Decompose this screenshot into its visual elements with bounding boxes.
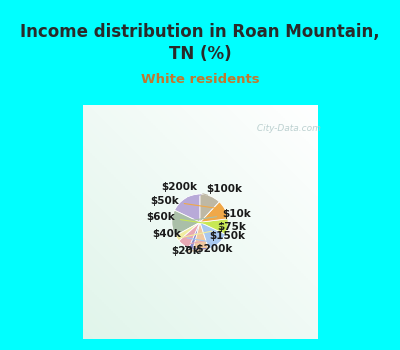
Wedge shape	[200, 202, 228, 222]
Wedge shape	[200, 194, 219, 222]
Wedge shape	[179, 222, 200, 248]
Text: City-Data.com: City-Data.com	[254, 124, 321, 133]
Wedge shape	[200, 219, 228, 234]
Text: $10k: $10k	[175, 209, 251, 223]
Wedge shape	[193, 222, 209, 250]
Wedge shape	[172, 210, 200, 236]
Text: $100k: $100k	[188, 184, 242, 198]
Text: $150k: $150k	[186, 231, 245, 244]
Text: $60k: $60k	[146, 212, 225, 226]
Wedge shape	[200, 222, 226, 249]
Wedge shape	[189, 222, 200, 250]
Text: $20k: $20k	[172, 246, 200, 256]
Text: Income distribution in Roan Mountain,
TN (%): Income distribution in Roan Mountain, TN…	[20, 23, 380, 63]
Wedge shape	[174, 194, 200, 222]
Text: White residents: White residents	[141, 73, 259, 86]
Text: > $200k: > $200k	[184, 244, 233, 253]
Text: $50k: $50k	[150, 196, 222, 209]
Text: $200k: $200k	[161, 182, 208, 195]
Text: $40k: $40k	[153, 230, 216, 243]
Text: $75k: $75k	[180, 222, 246, 238]
Wedge shape	[175, 222, 200, 241]
